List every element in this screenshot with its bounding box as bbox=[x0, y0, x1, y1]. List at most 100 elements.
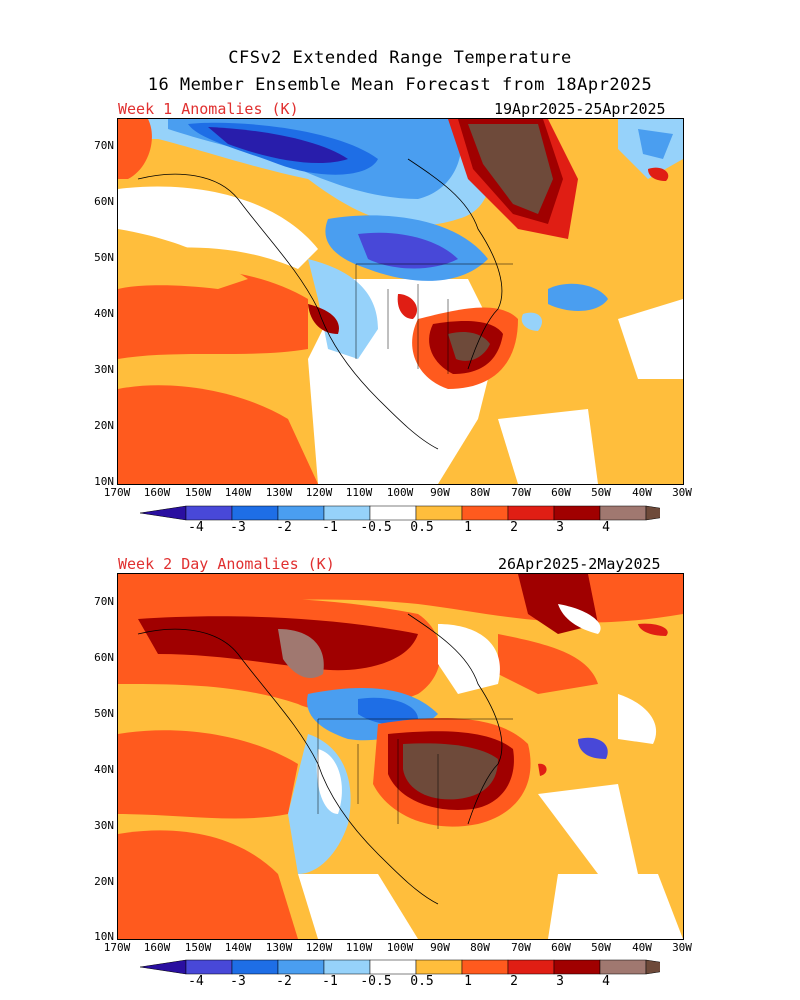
lon-label: 170W bbox=[103, 486, 131, 499]
lon-label: 40W bbox=[632, 941, 652, 954]
colorbar-tick: 1 bbox=[464, 974, 472, 989]
panel2-anomaly-field bbox=[118, 574, 683, 939]
lon-label: 60W bbox=[551, 486, 571, 499]
colorbar-tick: 1 bbox=[464, 520, 472, 535]
lon-label: 70W bbox=[511, 941, 531, 954]
lon-label: 80W bbox=[470, 486, 490, 499]
lon-label: 60W bbox=[551, 941, 571, 954]
colorbar-tick: -3 bbox=[230, 520, 246, 535]
lon-label: 110W bbox=[345, 486, 373, 499]
colorbar-swatch bbox=[599, 959, 647, 975]
colorbar-swatch bbox=[277, 959, 325, 975]
lon-label: 140W bbox=[224, 941, 252, 954]
colorbar-swatch bbox=[553, 959, 601, 975]
colorbar-tick: 4 bbox=[602, 974, 610, 989]
lon-label: 120W bbox=[305, 486, 333, 499]
lat-label: 70N bbox=[94, 595, 114, 608]
colorbar-1 bbox=[139, 503, 693, 527]
colorbar-swatch bbox=[369, 505, 417, 521]
colorbar-tick: 3 bbox=[556, 520, 564, 535]
lon-label: 70W bbox=[511, 486, 531, 499]
colorbar-arrow-high bbox=[645, 959, 693, 975]
colorbar-tick: 0.5 bbox=[410, 520, 434, 535]
colorbar-arrow-low bbox=[139, 959, 187, 975]
lon-label: 90W bbox=[430, 941, 450, 954]
lon-label: 160W bbox=[143, 486, 171, 499]
lon-label: 110W bbox=[345, 941, 373, 954]
panel1-map bbox=[117, 118, 684, 485]
colorbar-swatch bbox=[323, 959, 371, 975]
lon-label: 100W bbox=[386, 486, 414, 499]
colorbar-swatch bbox=[185, 505, 233, 521]
lat-label: 20N bbox=[94, 419, 114, 432]
colorbar-tick: -0.5 bbox=[360, 520, 392, 535]
lat-label: 40N bbox=[94, 307, 114, 320]
lon-label: 160W bbox=[143, 941, 171, 954]
lon-label: 130W bbox=[265, 941, 293, 954]
colorbar-swatch bbox=[231, 959, 279, 975]
colorbar-swatch bbox=[231, 505, 279, 521]
lon-label: 30W bbox=[672, 486, 692, 499]
colorbar-tick: 0.5 bbox=[410, 974, 434, 989]
panel2-map bbox=[117, 573, 684, 940]
lat-label: 40N bbox=[94, 763, 114, 776]
colorbar-swatch bbox=[599, 505, 647, 521]
lon-label: 140W bbox=[224, 486, 252, 499]
lon-label: 100W bbox=[386, 941, 414, 954]
lat-label: 50N bbox=[94, 251, 114, 264]
colorbar-swatch bbox=[415, 959, 463, 975]
colorbar-swatch bbox=[369, 959, 417, 975]
colorbar-tick: -1 bbox=[322, 974, 338, 989]
colorbar-tick: -3 bbox=[230, 974, 246, 989]
colorbar-2-swatches bbox=[139, 959, 693, 975]
colorbar-arrow-low bbox=[139, 505, 187, 521]
lat-label: 30N bbox=[94, 819, 114, 832]
lon-label: 130W bbox=[265, 486, 293, 499]
colorbar-swatch bbox=[461, 959, 509, 975]
lon-label: 150W bbox=[184, 486, 212, 499]
chart-title-line2: 16 Member Ensemble Mean Forecast from 18… bbox=[147, 75, 653, 95]
lat-label: 30N bbox=[94, 363, 114, 376]
lon-label: 150W bbox=[184, 941, 212, 954]
colorbar-swatch bbox=[461, 505, 509, 521]
colorbar-swatch bbox=[553, 505, 601, 521]
colorbar-swatch bbox=[415, 505, 463, 521]
colorbar-2 bbox=[139, 957, 693, 981]
panel2-dates: 26Apr2025-2May2025 bbox=[498, 555, 661, 573]
lon-label: 50W bbox=[591, 486, 611, 499]
lat-label: 70N bbox=[94, 139, 114, 152]
colorbar-swatch bbox=[507, 505, 555, 521]
colorbar-tick: 3 bbox=[556, 974, 564, 989]
lon-label: 80W bbox=[470, 941, 490, 954]
colorbar-tick: 4 bbox=[602, 520, 610, 535]
panel1-anomaly-field bbox=[118, 119, 683, 484]
colorbar-arrow-high bbox=[645, 505, 693, 521]
colorbar-swatch bbox=[277, 505, 325, 521]
chart-title-line1: CFSv2 Extended Range Temperature bbox=[228, 48, 572, 68]
lon-label: 90W bbox=[430, 486, 450, 499]
lat-label: 10N bbox=[94, 930, 114, 943]
colorbar-swatch bbox=[323, 505, 371, 521]
colorbar-tick: 2 bbox=[510, 520, 518, 535]
panel2-label: Week 2 Day Anomalies (K) bbox=[118, 555, 335, 573]
colorbar-tick: -2 bbox=[276, 520, 292, 535]
colorbar-swatch bbox=[507, 959, 555, 975]
colorbar-swatch bbox=[185, 959, 233, 975]
lat-label: 20N bbox=[94, 875, 114, 888]
colorbar-tick: -1 bbox=[322, 520, 338, 535]
panel1-label: Week 1 Anomalies (K) bbox=[118, 100, 299, 118]
colorbar-tick: -4 bbox=[188, 520, 204, 535]
colorbar-1-swatches bbox=[139, 505, 693, 521]
colorbar-tick: -0.5 bbox=[360, 974, 392, 989]
lat-label: 10N bbox=[94, 475, 114, 488]
lat-label: 60N bbox=[94, 195, 114, 208]
lon-label: 40W bbox=[632, 486, 652, 499]
panel1-dates: 19Apr2025-25Apr2025 bbox=[494, 100, 666, 118]
lon-label: 170W bbox=[103, 941, 131, 954]
lon-label: 50W bbox=[591, 941, 611, 954]
colorbar-tick: -2 bbox=[276, 974, 292, 989]
lon-label: 120W bbox=[305, 941, 333, 954]
lon-label: 30W bbox=[672, 941, 692, 954]
lat-label: 50N bbox=[94, 707, 114, 720]
lat-label: 60N bbox=[94, 651, 114, 664]
